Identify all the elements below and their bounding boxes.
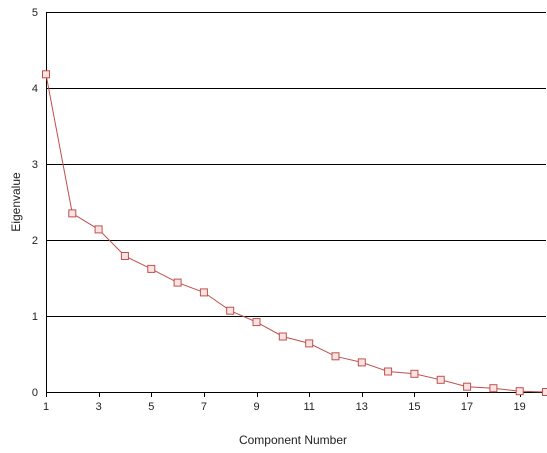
- data-point-6: [173, 278, 182, 287]
- series-line: [45, 74, 547, 393]
- data-point-8: [226, 306, 235, 315]
- y-tick-label-4: 4: [32, 83, 38, 95]
- data-point-9: [252, 318, 261, 327]
- x-tick-label-19: 19: [514, 401, 526, 413]
- y-tick-label-2: 2: [32, 235, 38, 247]
- data-point-20: [542, 388, 547, 396]
- y-tick-label-3: 3: [32, 159, 38, 171]
- y-tick-label-1: 1: [32, 311, 38, 323]
- data-point-16: [436, 375, 445, 384]
- x-tick-label-5: 5: [148, 401, 154, 413]
- data-point-19: [515, 387, 524, 396]
- y-axis-title: Eigenvalue: [9, 172, 23, 232]
- data-point-13: [357, 358, 366, 367]
- x-tick-label-3: 3: [96, 401, 102, 413]
- axes: [46, 12, 546, 393]
- y-tick-label-5: 5: [32, 7, 38, 19]
- data-point-12: [331, 352, 340, 361]
- x-tick-label-9: 9: [253, 401, 259, 413]
- data-point-10: [278, 332, 287, 341]
- data-point-7: [199, 288, 208, 297]
- data-point-1: [42, 70, 50, 79]
- x-tick-label-15: 15: [408, 401, 420, 413]
- x-tick-label-11: 11: [303, 401, 314, 413]
- data-point-4: [120, 252, 129, 260]
- x-tick-label-7: 7: [201, 401, 207, 413]
- data-point-2: [68, 209, 77, 218]
- data-points: [42, 70, 547, 396]
- data-point-17: [463, 382, 472, 391]
- data-point-15: [410, 369, 419, 378]
- x-tick-labels: 1 3 5 7 9 11 13 15 17 19: [43, 392, 526, 413]
- data-point-5: [147, 264, 156, 273]
- x-tick-label-1: 1: [43, 401, 49, 413]
- data-point-14: [384, 367, 393, 376]
- x-tick-label-13: 13: [356, 401, 368, 413]
- y-tick-label-0: 0: [32, 387, 38, 399]
- data-point-3: [94, 225, 103, 234]
- grid-lines: [46, 12, 546, 317]
- data-point-11: [305, 339, 314, 348]
- x-axis-title: Component Number: [239, 433, 347, 447]
- data-point-18: [489, 384, 498, 393]
- y-tick-labels: 0 1 2 3 4 5: [32, 7, 38, 399]
- x-tick-label-17: 17: [461, 401, 473, 413]
